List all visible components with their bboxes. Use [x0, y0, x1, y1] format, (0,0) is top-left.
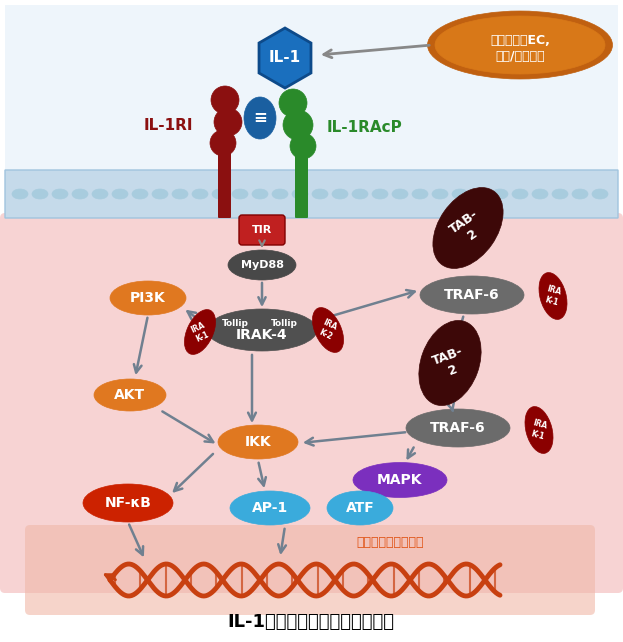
Text: IKK: IKK [245, 435, 271, 449]
Ellipse shape [432, 189, 448, 199]
Ellipse shape [353, 462, 447, 498]
Ellipse shape [184, 309, 216, 354]
Ellipse shape [292, 189, 308, 199]
Ellipse shape [110, 281, 186, 315]
Text: IRA
K-2: IRA K-2 [317, 318, 339, 342]
Text: IRAK-4: IRAK-4 [236, 328, 288, 342]
Ellipse shape [313, 308, 343, 352]
FancyBboxPatch shape [0, 213, 623, 593]
Text: TIR: TIR [252, 225, 272, 235]
Text: 肿瘤细胞，EC,: 肿瘤细胞，EC, [490, 35, 550, 48]
Text: Tollip: Tollip [222, 318, 249, 327]
Ellipse shape [32, 189, 48, 199]
FancyBboxPatch shape [239, 215, 285, 245]
Ellipse shape [532, 189, 548, 199]
Ellipse shape [132, 189, 148, 199]
Ellipse shape [283, 110, 313, 140]
Ellipse shape [435, 16, 605, 74]
Ellipse shape [211, 86, 239, 114]
Ellipse shape [92, 189, 108, 199]
Text: NF-κB: NF-κB [105, 496, 151, 510]
Text: TAB-
2: TAB- 2 [447, 207, 489, 248]
Ellipse shape [412, 189, 428, 199]
Text: IL-1在肿瘤微环境中的信号转导: IL-1在肿瘤微环境中的信号转导 [227, 613, 394, 631]
Ellipse shape [83, 484, 173, 522]
Ellipse shape [152, 189, 168, 199]
Ellipse shape [212, 189, 228, 199]
Ellipse shape [472, 189, 488, 199]
FancyBboxPatch shape [5, 5, 618, 180]
Ellipse shape [427, 11, 612, 79]
Ellipse shape [244, 97, 276, 139]
Ellipse shape [592, 189, 608, 199]
Ellipse shape [207, 309, 317, 351]
Text: TRAF-6: TRAF-6 [444, 288, 500, 302]
Ellipse shape [72, 189, 88, 199]
Ellipse shape [332, 189, 348, 199]
Ellipse shape [94, 379, 166, 411]
Ellipse shape [512, 189, 528, 199]
Ellipse shape [172, 189, 188, 199]
Ellipse shape [552, 189, 568, 199]
Text: MyD88: MyD88 [240, 260, 283, 270]
Ellipse shape [232, 189, 248, 199]
Ellipse shape [214, 108, 242, 136]
Text: MAPK: MAPK [378, 473, 423, 487]
Text: PI3K: PI3K [130, 291, 166, 305]
Ellipse shape [392, 189, 408, 199]
FancyBboxPatch shape [25, 525, 595, 615]
Ellipse shape [406, 409, 510, 447]
Text: ATF: ATF [346, 501, 374, 515]
Ellipse shape [52, 189, 68, 199]
Ellipse shape [433, 187, 503, 268]
Ellipse shape [228, 250, 296, 280]
Ellipse shape [419, 320, 481, 406]
Ellipse shape [290, 133, 316, 159]
Text: AKT: AKT [115, 388, 146, 402]
FancyBboxPatch shape [295, 154, 308, 218]
Ellipse shape [230, 491, 310, 525]
Ellipse shape [352, 189, 368, 199]
Ellipse shape [572, 189, 588, 199]
Ellipse shape [112, 189, 128, 199]
Text: IRA
K-1: IRA K-1 [543, 285, 563, 308]
Text: TAB-
2: TAB- 2 [430, 344, 470, 381]
Polygon shape [259, 28, 311, 88]
Text: IRA
K-1: IRA K-1 [530, 419, 549, 441]
Ellipse shape [539, 273, 567, 320]
Ellipse shape [192, 189, 208, 199]
Ellipse shape [279, 89, 307, 117]
Text: IL-1: IL-1 [269, 51, 301, 65]
Ellipse shape [420, 276, 524, 314]
Text: 细胞信号分子的转录: 细胞信号分子的转录 [356, 537, 424, 550]
Text: AP-1: AP-1 [252, 501, 288, 515]
Ellipse shape [372, 189, 388, 199]
FancyBboxPatch shape [5, 170, 618, 218]
Ellipse shape [492, 189, 508, 199]
Ellipse shape [452, 189, 468, 199]
Ellipse shape [210, 130, 236, 156]
Text: 基质/免疫细胞: 基质/免疫细胞 [495, 49, 545, 62]
Ellipse shape [525, 406, 553, 453]
Ellipse shape [252, 189, 268, 199]
Ellipse shape [218, 425, 298, 459]
Ellipse shape [327, 491, 393, 525]
Ellipse shape [312, 189, 328, 199]
Ellipse shape [12, 189, 28, 199]
Text: IL-1RI: IL-1RI [143, 117, 193, 132]
FancyBboxPatch shape [218, 151, 231, 218]
Text: ≡: ≡ [253, 109, 267, 127]
Text: TRAF-6: TRAF-6 [430, 421, 486, 435]
Text: IRA
K-1: IRA K-1 [189, 320, 211, 344]
Text: Tollip: Tollip [270, 318, 297, 327]
Text: IL-1RAcP: IL-1RAcP [327, 121, 403, 135]
Ellipse shape [272, 189, 288, 199]
